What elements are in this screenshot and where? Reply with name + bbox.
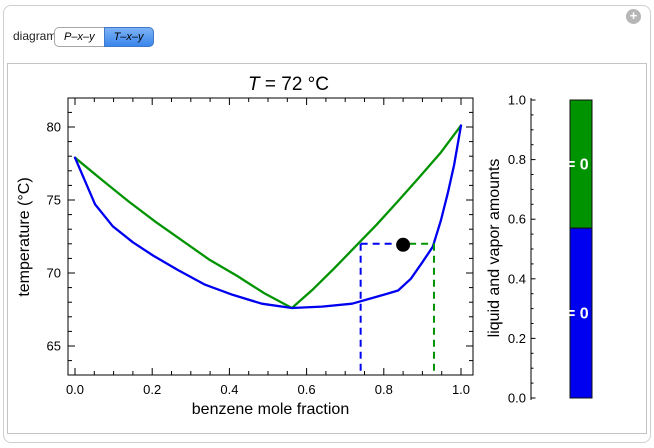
plot-title-variable: T xyxy=(248,74,260,95)
bar-axis-label: liquid and vapor amounts xyxy=(486,158,503,338)
plot-panel xyxy=(7,63,647,434)
expand-plus-icon[interactable]: + xyxy=(626,9,641,24)
diagram-control-label: diagram xyxy=(13,29,57,43)
txy-button[interactable]: T–x–y xyxy=(103,27,154,47)
diagram-toggle-group: P–x–y T–x–y xyxy=(54,27,154,47)
y-axis-label: temperature (°C) xyxy=(16,177,33,297)
x-axis-label: benzene mole fraction xyxy=(191,401,350,418)
plot-title-value: = 72 °C xyxy=(259,74,329,95)
pxy-button[interactable]: P–x–y xyxy=(54,27,104,47)
plot-title: T = 72 °C xyxy=(86,74,491,96)
